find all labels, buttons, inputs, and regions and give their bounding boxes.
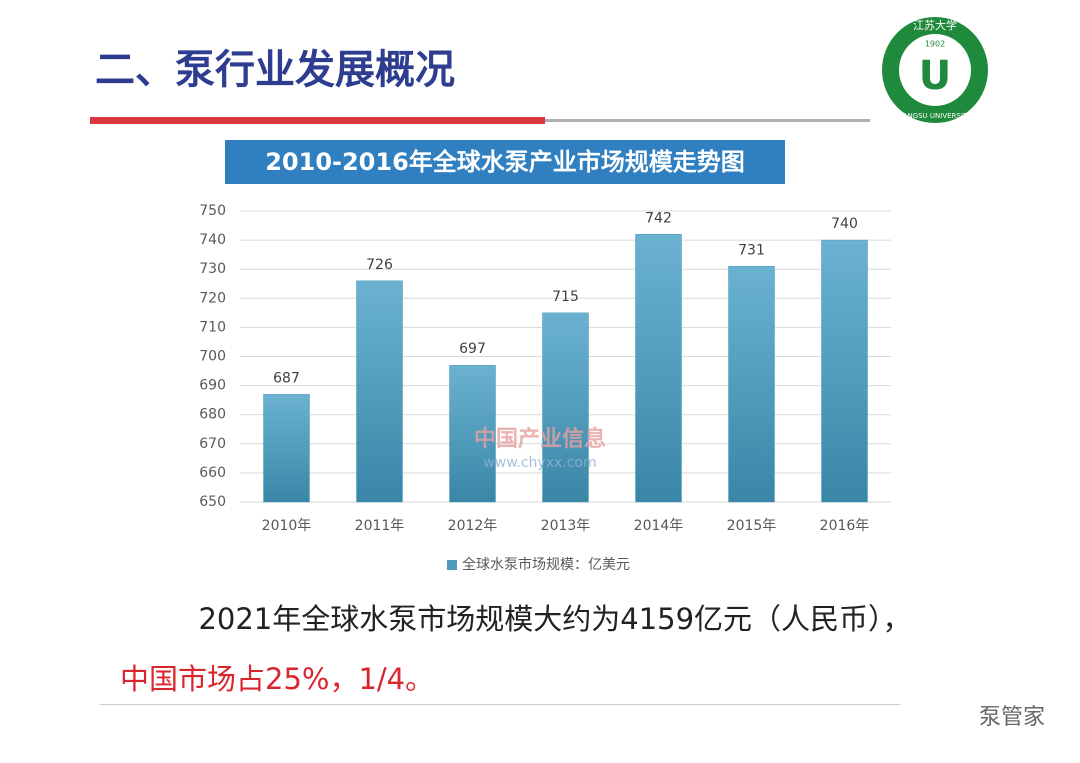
footer-brand: 泵管家 — [979, 705, 1045, 730]
logo-chinese: 江苏大学 — [913, 18, 957, 32]
x-tick-label: 2010年 — [262, 518, 312, 534]
x-tick-label: 2016年 — [820, 518, 870, 534]
logo-name: JIANGSU UNIVERSITY — [898, 112, 973, 120]
y-tick-label: 730 — [199, 261, 226, 277]
x-tick-label: 2013年 — [541, 518, 591, 534]
plot: 650 660 670 680 690 700 710 720 730 740 750 2010年 20… — [199, 203, 891, 573]
data-label: 742 — [645, 210, 672, 226]
x-tick-label: 2014年 — [634, 518, 684, 534]
x-tick-label: 2015年 — [727, 518, 777, 534]
bar — [821, 239, 868, 503]
watermark-name: 中国产业信息 — [474, 426, 606, 452]
bar — [728, 266, 775, 503]
y-tick-label: 650 — [199, 494, 226, 510]
data-label: 726 — [366, 257, 393, 273]
legend-label: 全球水泵市场规模：亿美元 — [462, 556, 630, 573]
x-tick-label: 2011年 — [355, 518, 405, 534]
footer-rule — [100, 704, 900, 705]
data-label: 687 — [273, 370, 300, 386]
slide-title: 二、泵行业发展概况 — [95, 47, 455, 93]
y-tick-label: 660 — [199, 465, 226, 481]
y-tick-label: 740 — [199, 232, 226, 248]
body-line-2: 中国市场占25%，1/4。 — [120, 662, 434, 696]
y-tick-label: 690 — [199, 378, 226, 394]
watermark-url: www.chyxx.com — [483, 455, 596, 471]
bar — [449, 364, 496, 503]
data-label: 731 — [738, 242, 765, 258]
y-tick-label: 750 — [199, 203, 226, 219]
x-tick-label: 2012年 — [448, 518, 498, 534]
bar — [263, 394, 310, 503]
y-tick-label: 670 — [199, 436, 226, 452]
legend-swatch — [447, 560, 457, 570]
logo-mark: U — [919, 53, 951, 99]
y-tick-label: 710 — [199, 319, 226, 335]
bar — [635, 234, 682, 503]
body-line-1: 2021年全球水泵市场规模大约为4159亿元（人民币）， — [198, 602, 911, 636]
chart-title: 2010-2016年全球水泵产业市场规模走势图 — [265, 148, 745, 176]
data-label: 697 — [459, 341, 486, 357]
y-tick-label: 680 — [199, 407, 226, 423]
bar — [356, 280, 403, 503]
bar — [542, 312, 589, 503]
chart-title-box — [225, 140, 785, 184]
y-tick-label: 700 — [199, 349, 226, 365]
logo-year: 1902 — [925, 40, 945, 49]
logo: 1902 U 江苏大学 JIANGSU UNIVERSITY — [882, 17, 988, 123]
data-label: 740 — [831, 216, 858, 232]
header-rule — [90, 117, 545, 124]
header-rule-gray — [545, 119, 870, 122]
y-tick-label: 720 — [199, 290, 226, 306]
data-label: 715 — [552, 289, 579, 305]
